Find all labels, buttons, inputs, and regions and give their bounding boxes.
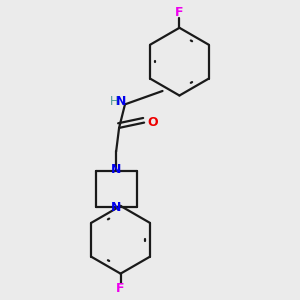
Text: N: N bbox=[111, 202, 121, 214]
Text: H: H bbox=[110, 95, 118, 109]
Text: O: O bbox=[147, 116, 158, 129]
Text: F: F bbox=[175, 6, 184, 19]
Text: F: F bbox=[116, 282, 125, 296]
Text: N: N bbox=[116, 95, 126, 109]
Text: N: N bbox=[111, 163, 121, 176]
